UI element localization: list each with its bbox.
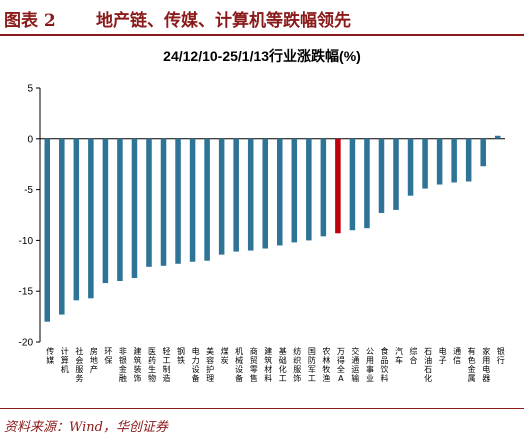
category-label-1: 计算机 xyxy=(61,346,69,374)
category-label-24: 汽车 xyxy=(395,346,403,365)
bar-0 xyxy=(44,138,51,322)
category-label-13: 机械设备 xyxy=(235,346,243,383)
y-tick-label: 5 xyxy=(27,84,33,95)
figure-label: 图表 2 xyxy=(4,11,56,31)
bar-2 xyxy=(73,138,80,301)
category-label-15: 建筑材料 xyxy=(264,346,272,383)
category-label-2: 社会服务 xyxy=(75,346,83,383)
bar-30 xyxy=(480,138,486,167)
bar-10 xyxy=(189,138,196,262)
category-label-3: 房地产 xyxy=(90,346,98,374)
bar-26 xyxy=(422,138,428,189)
bar-27 xyxy=(436,138,443,185)
category-label-23: 食品饮料 xyxy=(380,346,388,383)
category-label-4: 环保 xyxy=(104,347,112,365)
bar-24 xyxy=(393,138,399,210)
chart-title: 24/12/10-25/1/13行业涨跌幅(%) xyxy=(163,48,361,64)
category-label-27: 电子 xyxy=(439,346,447,365)
bar-13 xyxy=(233,138,239,252)
category-label-10: 电力设备 xyxy=(192,346,200,383)
bar-31 xyxy=(494,135,501,139)
bar-29 xyxy=(465,138,472,182)
category-label-7: 医药生物 xyxy=(148,347,156,383)
category-label-19: 农林牧渔 xyxy=(322,346,330,383)
bar-6 xyxy=(131,138,138,278)
category-label-18: 国防军工 xyxy=(308,347,316,383)
bar-8 xyxy=(160,138,167,266)
header-rule xyxy=(0,34,524,36)
bar-25 xyxy=(407,138,414,196)
bar-20 xyxy=(335,138,341,234)
category-label-26: 石油石化 xyxy=(424,347,432,383)
bar-9 xyxy=(175,138,181,264)
category-label-11: 美容护理 xyxy=(206,346,214,383)
category-label-22: 公用事业 xyxy=(366,347,374,383)
source-note: 资料来源：Wind，华创证券 xyxy=(4,420,168,435)
bar-22 xyxy=(364,138,370,229)
category-label-16: 基础化工 xyxy=(279,346,287,383)
y-tick-label: 0 xyxy=(27,134,33,145)
category-label-28: 通信 xyxy=(453,346,461,365)
bar-28 xyxy=(451,138,457,183)
category-label-21: 交通运输 xyxy=(351,346,359,383)
y-tick-label: -10 xyxy=(19,236,34,247)
bar-chart: 5 0 -5 -10 -15 -20 传媒计算机社会服务房地产环保非银金融建筑装饰医药生物… xyxy=(19,84,505,383)
category-label-17: 纺织服饰 xyxy=(293,346,301,383)
figure-title: 地产链、传媒、计算机等跌幅领先 xyxy=(96,11,351,31)
bar-5 xyxy=(117,138,123,282)
bar-23 xyxy=(378,138,385,213)
bar-1 xyxy=(59,138,65,315)
bar-17 xyxy=(291,138,298,243)
y-tick-label: -20 xyxy=(19,338,34,349)
bars xyxy=(44,135,501,322)
bar-18 xyxy=(306,138,312,241)
category-label-0: 传媒 xyxy=(46,346,54,365)
category-label-14: 商贸零售 xyxy=(250,346,258,383)
bar-21 xyxy=(349,138,356,231)
bar-15 xyxy=(262,138,268,249)
bar-7 xyxy=(146,138,152,267)
footer-rule xyxy=(0,408,524,409)
bar-11 xyxy=(204,138,210,261)
category-label-5: 非银金融 xyxy=(119,346,127,383)
bar-4 xyxy=(102,138,109,284)
figure-header: 图表 2 地产链、传媒、计算机等跌幅领先 xyxy=(0,0,524,36)
bar-12 xyxy=(218,138,225,255)
bar-3 xyxy=(88,138,94,299)
category-label-9: 钢铁 xyxy=(177,346,185,365)
y-tick-label: -15 xyxy=(19,287,34,298)
category-label-12: 煤炭 xyxy=(221,346,229,365)
category-label-31: 银行 xyxy=(497,346,505,365)
category-label-30: 家用电器 xyxy=(482,346,490,383)
category-label-8: 轻工制造 xyxy=(163,346,171,383)
bar-14 xyxy=(247,138,254,251)
category-label-25: 综合 xyxy=(410,346,418,365)
y-tick-label: -5 xyxy=(24,185,33,196)
category-label-29: 有色金属 xyxy=(468,346,476,383)
category-labels: 传媒计算机社会服务房地产环保非银金融建筑装饰医药生物轻工制造钢铁电力设备美容护理… xyxy=(46,346,504,383)
bar-19 xyxy=(320,138,327,237)
category-label-6: 建筑装饰 xyxy=(133,346,141,383)
bar-16 xyxy=(277,138,283,246)
category-label-20: 万得全 A xyxy=(337,347,345,383)
